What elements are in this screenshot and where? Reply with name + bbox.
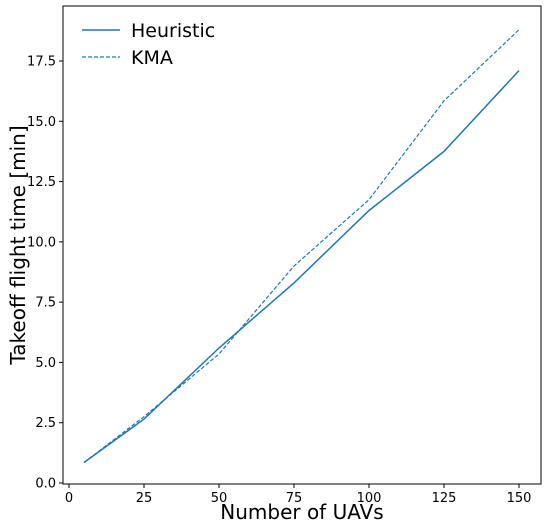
y-tick-label: 10.0 — [27, 235, 56, 250]
plot-area — [62, 5, 542, 485]
x-tick-label: 50 — [211, 491, 228, 506]
y-tick-label: 0.0 — [35, 477, 56, 492]
legend: Heuristic KMA — [82, 20, 215, 69]
x-axis-title: Number of UAVs — [220, 500, 383, 524]
y-tick-label: 17.5 — [27, 55, 56, 70]
y-tick-label: 5.0 — [35, 356, 56, 371]
y-tick-label: 2.5 — [35, 416, 56, 431]
legend-label-kma: KMA — [131, 47, 173, 69]
y-tick-label: 12.5 — [27, 175, 56, 190]
y-tick-label: 15.0 — [27, 115, 56, 130]
x-axis: 0 25 50 75 100 125 150 — [65, 484, 532, 506]
x-tick-label: 150 — [507, 491, 532, 506]
y-axis-title: Takeoff flight time [min] — [6, 125, 30, 365]
x-tick-label: 75 — [286, 491, 303, 506]
x-tick-label: 100 — [357, 491, 382, 506]
y-axis: 0.0 2.5 5.0 7.5 10.0 12.5 15.0 17.5 — [27, 55, 63, 492]
x-tick-label: 25 — [136, 491, 153, 506]
x-tick-label: 125 — [432, 491, 457, 506]
x-tick-label: 0 — [65, 491, 73, 506]
series-layer — [83, 29, 520, 464]
y-tick-label: 7.5 — [35, 296, 56, 311]
legend-label-heuristic: Heuristic — [131, 20, 215, 42]
